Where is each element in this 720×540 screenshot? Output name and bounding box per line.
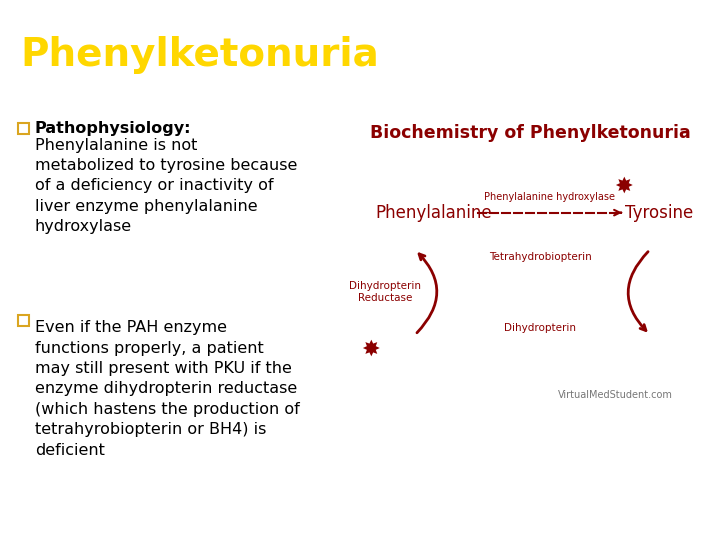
Text: Dihydropterin: Dihydropterin [504,323,576,333]
Text: Tetrahydrobiopterin: Tetrahydrobiopterin [489,252,591,262]
Text: VirtualMedStudent.com: VirtualMedStudent.com [557,390,672,400]
Bar [18,315,29,326]
Text: Phenylalanine: Phenylalanine [375,204,492,221]
Bar [18,123,29,133]
Text: ✸: ✸ [361,340,379,360]
Text: Biochemistry of Phenylketonuria: Biochemistry of Phenylketonuria [369,124,690,141]
Text: ✸: ✸ [613,177,632,197]
Text: Dihydropterin
Reductase: Dihydropterin Reductase [349,281,421,303]
Text: Even if the PAH enzyme
functions properly, a patient
may still present with PKU : Even if the PAH enzyme functions properl… [35,320,300,458]
Text: Phenylalanine is not
metabolized to tyrosine because
of a deficiency or inactivi: Phenylalanine is not metabolized to tyro… [35,138,297,234]
Text: Pathophysiology:: Pathophysiology: [35,120,192,136]
Text: Phenylketonuria: Phenylketonuria [20,36,379,74]
Text: Tyrosine: Tyrosine [625,204,693,221]
Text: Phenylalanine hydroxylase: Phenylalanine hydroxylase [485,192,616,201]
